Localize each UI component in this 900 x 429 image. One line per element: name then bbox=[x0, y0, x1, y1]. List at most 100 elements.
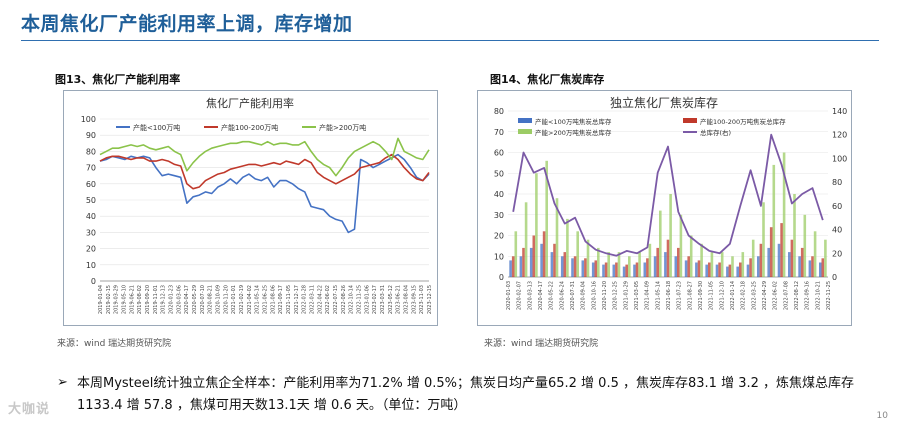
y-tick-label: 40 bbox=[86, 212, 96, 221]
x-tick-label: 2023-03-31 bbox=[380, 285, 386, 314]
x-tick-label: 2019-06-21 bbox=[129, 285, 135, 314]
legend-swatch bbox=[518, 118, 532, 123]
bar bbox=[790, 239, 794, 277]
bar bbox=[586, 239, 590, 277]
bar bbox=[793, 194, 796, 277]
x-tick-label: 2022-06-02 bbox=[773, 281, 779, 310]
bar bbox=[788, 252, 791, 277]
bar bbox=[555, 198, 559, 277]
bar bbox=[824, 239, 827, 277]
x-tick-label: 2022-02-18 bbox=[741, 281, 747, 310]
x-tick-label: 2023-11-03 bbox=[419, 285, 425, 314]
bar bbox=[769, 227, 773, 277]
bar bbox=[720, 252, 724, 277]
bar bbox=[607, 252, 610, 277]
x-tick-label: 2021-04-02 bbox=[247, 285, 253, 314]
bar bbox=[687, 256, 690, 278]
bar bbox=[731, 256, 734, 278]
series-line bbox=[99, 137, 430, 177]
logo-text: 大咖说 bbox=[8, 402, 51, 417]
bar bbox=[749, 258, 752, 277]
summary-text: 本周Mysteel统计独立焦企全样本：产能利用率为71.2% 增 0.5%；焦炭… bbox=[77, 376, 855, 413]
x-tick-label: 2020-07-31 bbox=[570, 281, 576, 310]
x-tick-label: 2020-02-07 bbox=[517, 281, 523, 310]
bar bbox=[581, 260, 585, 277]
bar bbox=[612, 264, 616, 277]
page-number: 10 bbox=[876, 411, 888, 421]
bar bbox=[604, 262, 608, 277]
x-tick-label: 2023-05-12 bbox=[388, 285, 394, 314]
x-tick-label: 2020-04-17 bbox=[538, 281, 544, 310]
bar bbox=[597, 247, 600, 277]
bar bbox=[772, 164, 776, 277]
legend-label: 产能100-200万吨焦炭总库存 bbox=[700, 117, 786, 126]
y-tick-label: 10 bbox=[86, 261, 96, 270]
bar bbox=[553, 243, 556, 277]
x-tick-label: 2021-12-10 bbox=[719, 281, 725, 310]
bar bbox=[759, 243, 763, 277]
y-tick-label: 20 bbox=[86, 245, 96, 254]
bar bbox=[643, 262, 647, 277]
bar bbox=[633, 264, 636, 277]
y-left-tick-label: 80 bbox=[494, 107, 504, 116]
x-tick-label: 2020-10-09 bbox=[216, 285, 222, 314]
x-tick-label: 2021-12-17 bbox=[294, 285, 300, 314]
bar bbox=[519, 256, 523, 278]
y-tick-label: 30 bbox=[86, 228, 96, 237]
x-tick-label: 2022-08-26 bbox=[341, 285, 347, 314]
x-tick-label: 2021-05-14 bbox=[655, 281, 661, 310]
bar bbox=[638, 252, 641, 277]
bar bbox=[821, 258, 825, 277]
x-tick-label: 2021-06-25 bbox=[263, 285, 269, 314]
y-tick-label: 60 bbox=[86, 180, 96, 189]
x-tick-label: 2022-04-22 bbox=[317, 285, 323, 314]
x-tick-label: 2022-01-14 bbox=[730, 281, 736, 310]
x-tick-label: 2021-08-06 bbox=[270, 285, 276, 314]
page-title: 本周焦化厂产能利用率上调，库存增加 bbox=[21, 13, 353, 35]
x-tick-label: 2021-06-18 bbox=[666, 281, 672, 310]
x-tick-label: 2020-10-16 bbox=[591, 281, 597, 310]
legend-label: 总库存(右) bbox=[700, 128, 731, 137]
x-tick-label: 2020-01-03 bbox=[506, 281, 512, 310]
x-tick-label: 2022-09-16 bbox=[805, 281, 811, 310]
figure-14-caption: 图14、焦化厂焦炭库存 bbox=[490, 73, 605, 86]
x-tick-label: 2020-09-04 bbox=[581, 281, 587, 310]
x-tick-label: 2022-07-15 bbox=[333, 285, 339, 314]
bar bbox=[622, 266, 626, 277]
y-tick-label: 90 bbox=[86, 131, 96, 140]
figure-13-caption: 图13、焦化厂产能利用率 bbox=[55, 73, 181, 86]
y-left-tick-label: 50 bbox=[494, 169, 504, 178]
bar bbox=[739, 262, 742, 277]
x-tick-label: 2019-02-15 bbox=[106, 285, 112, 314]
x-tick-label: 2022-07-08 bbox=[783, 281, 789, 310]
y-left-tick-label: 60 bbox=[494, 149, 504, 158]
x-tick-label: 2023-09-15 bbox=[411, 285, 417, 314]
utilization-chart-panel: 焦化厂产能利用率 0 10 20 30 40 50 60 70 80 90 100 2019-01-04… bbox=[63, 90, 438, 326]
x-tick-label: 2019-01-04 bbox=[98, 285, 104, 314]
y-left-tick-label: 40 bbox=[494, 190, 504, 199]
x-tick-label: 2021-11-05 bbox=[709, 281, 715, 310]
bar bbox=[811, 256, 814, 278]
inventory-chart-panel: 独立焦化厂焦炭库存 0 10 20 30 40 50 60 70 80 0 20 40 60 80 100 12… bbox=[477, 90, 852, 326]
bar bbox=[594, 260, 598, 277]
legend-label: 产能100-200万吨 bbox=[221, 123, 278, 132]
x-tick-label: 2020-04-17 bbox=[184, 285, 190, 314]
y-tick-label: 0 bbox=[91, 277, 96, 286]
x-tick-label: 2021-01-29 bbox=[623, 281, 629, 310]
bar bbox=[710, 252, 714, 277]
x-tick-label: 2021-07-23 bbox=[677, 281, 683, 310]
bar bbox=[736, 266, 739, 277]
bar bbox=[741, 252, 745, 277]
bar bbox=[813, 231, 817, 277]
bar bbox=[666, 239, 670, 277]
x-tick-label: 2021-04-09 bbox=[645, 281, 651, 310]
bar bbox=[646, 258, 649, 277]
inventory-chart: 独立焦化厂焦炭库存 0 10 20 30 40 50 60 70 80 0 20 40 60 80 100 12… bbox=[494, 95, 847, 310]
bar bbox=[780, 223, 783, 277]
bar bbox=[705, 264, 708, 277]
x-tick-label: 2020-05-22 bbox=[549, 281, 555, 310]
x-tick-label: 2020-01-23 bbox=[169, 285, 175, 314]
bar bbox=[653, 256, 657, 278]
bar bbox=[542, 231, 546, 277]
bar bbox=[635, 262, 639, 277]
